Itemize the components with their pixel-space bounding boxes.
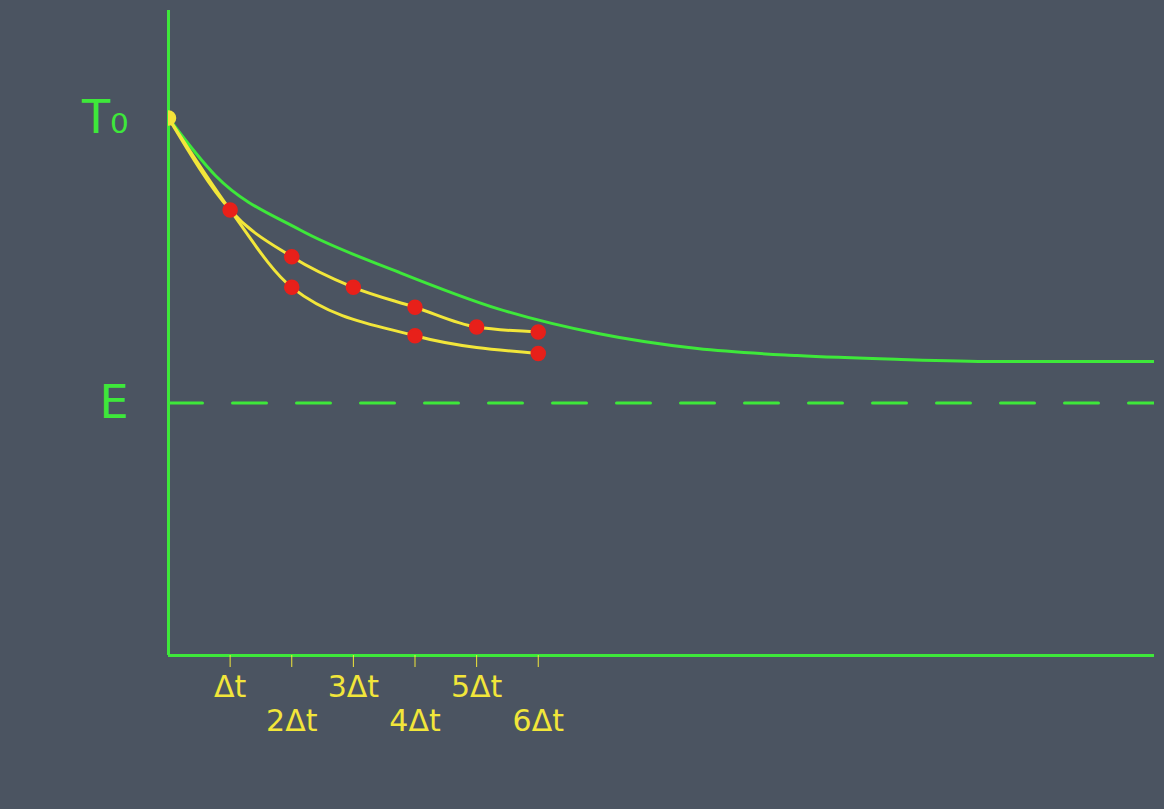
svg-text:T₀: T₀ [81, 90, 129, 144]
svg-text:E: E [99, 375, 128, 429]
svg-text:Δt: Δt [214, 669, 247, 704]
svg-text:4Δt: 4Δt [389, 703, 441, 738]
svg-text:3Δt: 3Δt [328, 669, 380, 704]
svg-text:6Δt: 6Δt [513, 703, 565, 738]
svg-text:2Δt: 2Δt [266, 703, 318, 738]
svg-text:5Δt: 5Δt [451, 669, 503, 704]
